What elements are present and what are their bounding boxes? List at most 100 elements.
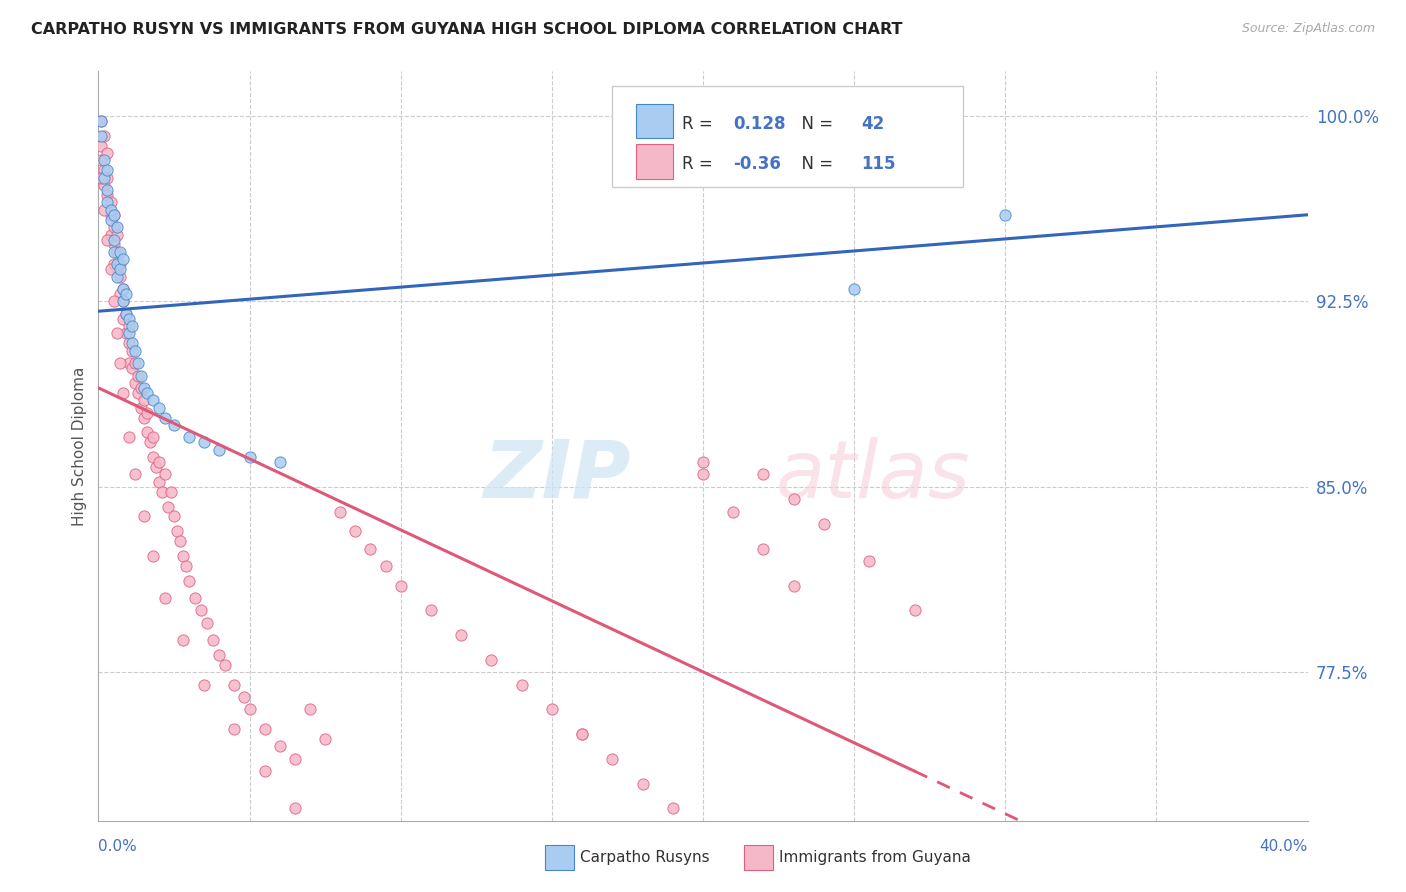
Point [813,516,835,531]
Point [96,195,118,210]
Point [214,657,236,672]
Point [208,648,231,662]
Point [184,591,207,605]
Point [121,319,143,334]
Point [118,319,141,334]
Point [124,376,146,390]
Point [752,541,775,556]
Text: Source: ZipAtlas.com: Source: ZipAtlas.com [1241,22,1375,36]
Point [114,287,136,301]
Point [172,549,194,563]
Point [124,356,146,370]
Point [153,410,176,425]
Point [103,244,125,259]
Point [108,262,131,277]
Point [145,460,167,475]
Point [111,311,134,326]
Point [90,128,112,143]
Point [904,603,927,617]
Point [111,294,134,309]
Point [108,356,131,370]
Point [374,558,396,573]
Point [190,603,212,617]
Point [148,475,170,489]
Point [299,702,322,716]
Point [692,467,714,482]
Point [96,145,118,160]
Point [93,178,115,193]
Point [124,467,146,482]
Point [90,138,112,153]
Point [142,450,165,464]
Point [111,252,134,267]
Text: 0.0%: 0.0% [98,839,138,855]
Text: R =: R = [682,115,718,133]
Text: Carpatho Rusyns: Carpatho Rusyns [579,850,709,865]
Point [752,467,775,482]
Point [148,401,170,415]
Point [121,336,143,351]
Point [118,326,141,341]
Point [360,541,382,556]
Point [90,113,112,128]
Text: atlas: atlas [776,437,970,515]
Point [224,722,246,736]
Point [723,504,745,518]
Point [571,727,593,741]
Point [105,227,128,242]
Text: R =: R = [682,155,718,174]
Point [121,361,143,376]
Point [93,202,115,217]
Text: 40.0%: 40.0% [1260,839,1308,855]
FancyBboxPatch shape [637,145,672,178]
Point [450,628,472,642]
Point [132,410,155,425]
Point [108,244,131,259]
Point [127,356,149,370]
Point [105,220,128,235]
Point [90,153,112,168]
Point [132,381,155,395]
FancyBboxPatch shape [637,103,672,138]
Point [269,455,291,469]
Point [111,385,134,400]
Point [631,776,654,790]
Point [132,393,155,408]
Text: 42: 42 [862,115,884,133]
Point [127,368,149,383]
Point [96,170,118,185]
Point [344,524,367,539]
Point [105,244,128,259]
Point [118,336,141,351]
Text: N =: N = [792,115,838,133]
Point [129,381,152,395]
Point [150,484,173,499]
Point [100,262,122,277]
Point [239,450,262,464]
Point [166,524,188,539]
Point [174,558,197,573]
Point [153,591,176,605]
Point [103,208,125,222]
Point [118,311,141,326]
Point [224,678,246,692]
Point [179,574,201,588]
Point [111,282,134,296]
FancyBboxPatch shape [544,845,574,870]
Point [114,307,136,321]
Point [93,170,115,185]
Point [269,739,291,754]
Point [96,183,118,197]
Point [420,603,443,617]
Point [142,393,165,408]
Point [135,385,157,400]
Point [100,208,122,222]
Point [108,287,131,301]
Point [105,326,128,341]
Point [100,195,122,210]
Point [111,282,134,296]
Point [783,579,806,593]
Point [179,430,201,444]
Point [132,509,155,524]
Point [114,307,136,321]
